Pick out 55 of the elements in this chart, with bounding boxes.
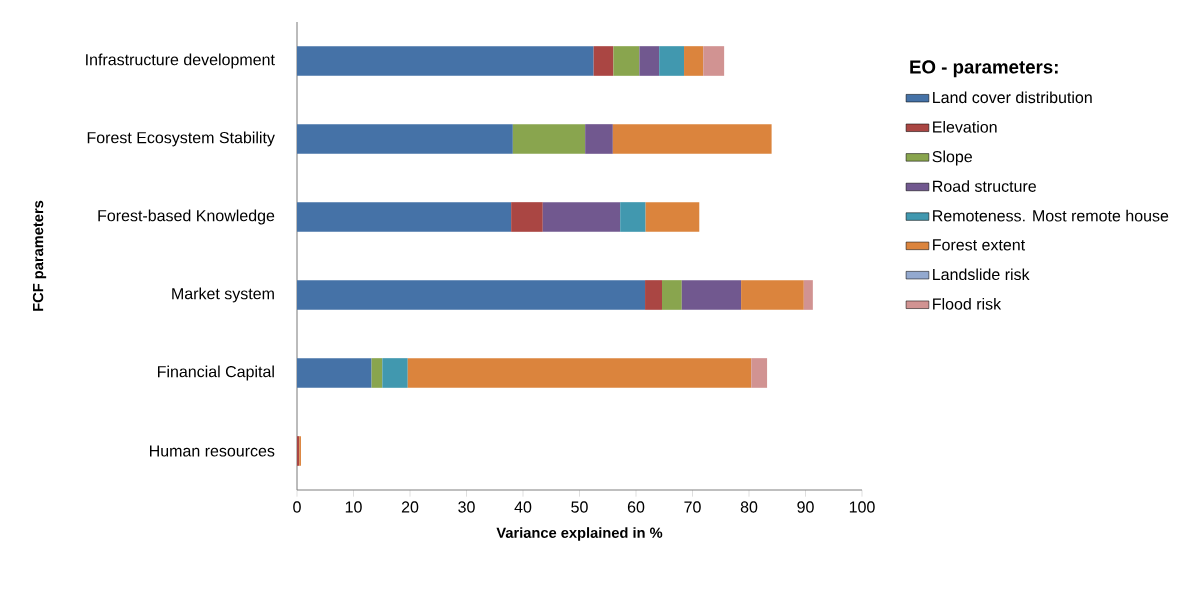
bar: [593, 46, 614, 76]
x-tick-label: 80: [740, 501, 758, 513]
bar: [613, 46, 640, 76]
x-tick-label: 90: [797, 501, 814, 513]
legend-label: Slope: [932, 150, 972, 166]
x-tick-label: 40: [514, 501, 532, 513]
bar: [803, 280, 813, 310]
x-tick-label: 10: [345, 501, 362, 513]
bar: [371, 358, 383, 388]
legend-label: Elevation: [933, 120, 997, 133]
bar: [542, 202, 621, 232]
bar: [382, 358, 408, 388]
bar: [612, 124, 772, 154]
legend-label: Flood risk: [933, 297, 1002, 310]
bar: [297, 280, 646, 310]
bar: [681, 280, 742, 310]
x-tick-label: 30: [458, 501, 475, 513]
bar: [620, 202, 646, 232]
x-tick-label: 60: [627, 501, 645, 513]
bar: [645, 202, 700, 232]
legend-label: Land cover distribution: [933, 91, 1092, 104]
legend-label: Forest extent: [933, 239, 1026, 251]
legend-label: Road structure: [933, 180, 1036, 192]
bar: [297, 202, 512, 232]
bar: [751, 358, 768, 388]
bar: [407, 358, 752, 388]
bar: [659, 46, 685, 76]
legend-title: EO - parameters:: [910, 60, 1058, 78]
legend-label: Remoteness. Most remote house: [933, 209, 1169, 222]
bar: [297, 358, 372, 388]
x-tick-label: 50: [571, 501, 588, 513]
bar: [511, 202, 543, 232]
bar: [684, 46, 704, 76]
bar: [645, 280, 662, 310]
x-tick-label: 100: [849, 501, 875, 513]
y-tick-label: Forest-based Knowledge: [98, 209, 275, 225]
bar: [512, 124, 586, 154]
y-axis-title: FCF parameters: [32, 200, 47, 311]
bar: [661, 280, 682, 310]
bar: [297, 46, 594, 76]
y-tick-label: Human resources: [150, 445, 275, 457]
bar: [297, 124, 513, 154]
y-tick-label: Infrastructure development: [86, 53, 275, 69]
x-tick-label: 20: [401, 501, 419, 513]
y-tick-label: Market system: [172, 287, 274, 303]
y-tick-label: Forest Ecosystem Stability: [87, 131, 275, 147]
bar: [585, 124, 613, 154]
legend-label: Landslide risk: [933, 268, 1030, 281]
x-tick-label: 0: [293, 501, 301, 513]
x-tick-label: 70: [684, 501, 701, 513]
x-axis-title: Variance explained in %: [496, 527, 663, 541]
bar: [703, 46, 725, 76]
bar: [639, 46, 660, 76]
bar: [741, 280, 804, 310]
y-tick-label: Financial Capital: [158, 365, 274, 381]
